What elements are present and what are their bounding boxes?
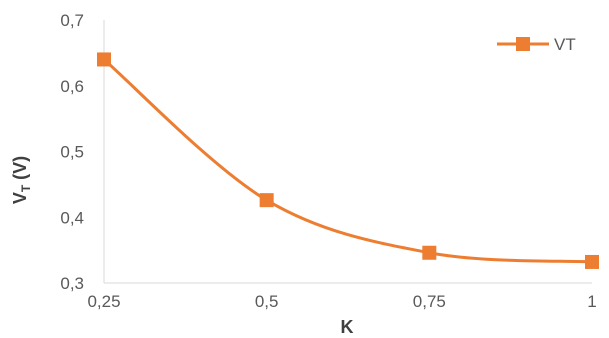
data-point-marker [259, 193, 274, 208]
y-tick-label: 0,6 [60, 77, 84, 96]
legend-marker [516, 37, 530, 51]
y-tick-label: 0,7 [60, 11, 84, 30]
y-tick-labels: 0,3 0,4 0,5 0,6 0,7 [60, 11, 84, 293]
y-tick-label: 0,5 [60, 143, 84, 162]
x-tick-label: 0,5 [255, 292, 279, 311]
y-axis-title: VT (V) [10, 156, 33, 204]
x-tick-label: 0,75 [413, 292, 446, 311]
legend-label: VT [554, 35, 576, 54]
x-tick-label: 0,25 [87, 292, 120, 311]
x-axis-title: K [341, 317, 354, 337]
y-axis-title-main: V [10, 192, 30, 204]
y-axis-title-subscript: T [19, 184, 33, 192]
data-point-marker [585, 254, 599, 269]
x-tick-label: 1 [587, 292, 596, 311]
y-axis-title-unit: (V) [10, 156, 30, 180]
data-point-marker [422, 245, 437, 260]
legend: VT [497, 35, 576, 54]
y-tick-label: 0,3 [60, 274, 84, 293]
series-layer [97, 52, 599, 269]
data-point-marker [97, 52, 111, 67]
series-line [103, 58, 593, 264]
x-tick-labels: 0,25 0,5 0,75 1 [87, 292, 596, 311]
y-tick-label: 0,4 [60, 208, 84, 227]
